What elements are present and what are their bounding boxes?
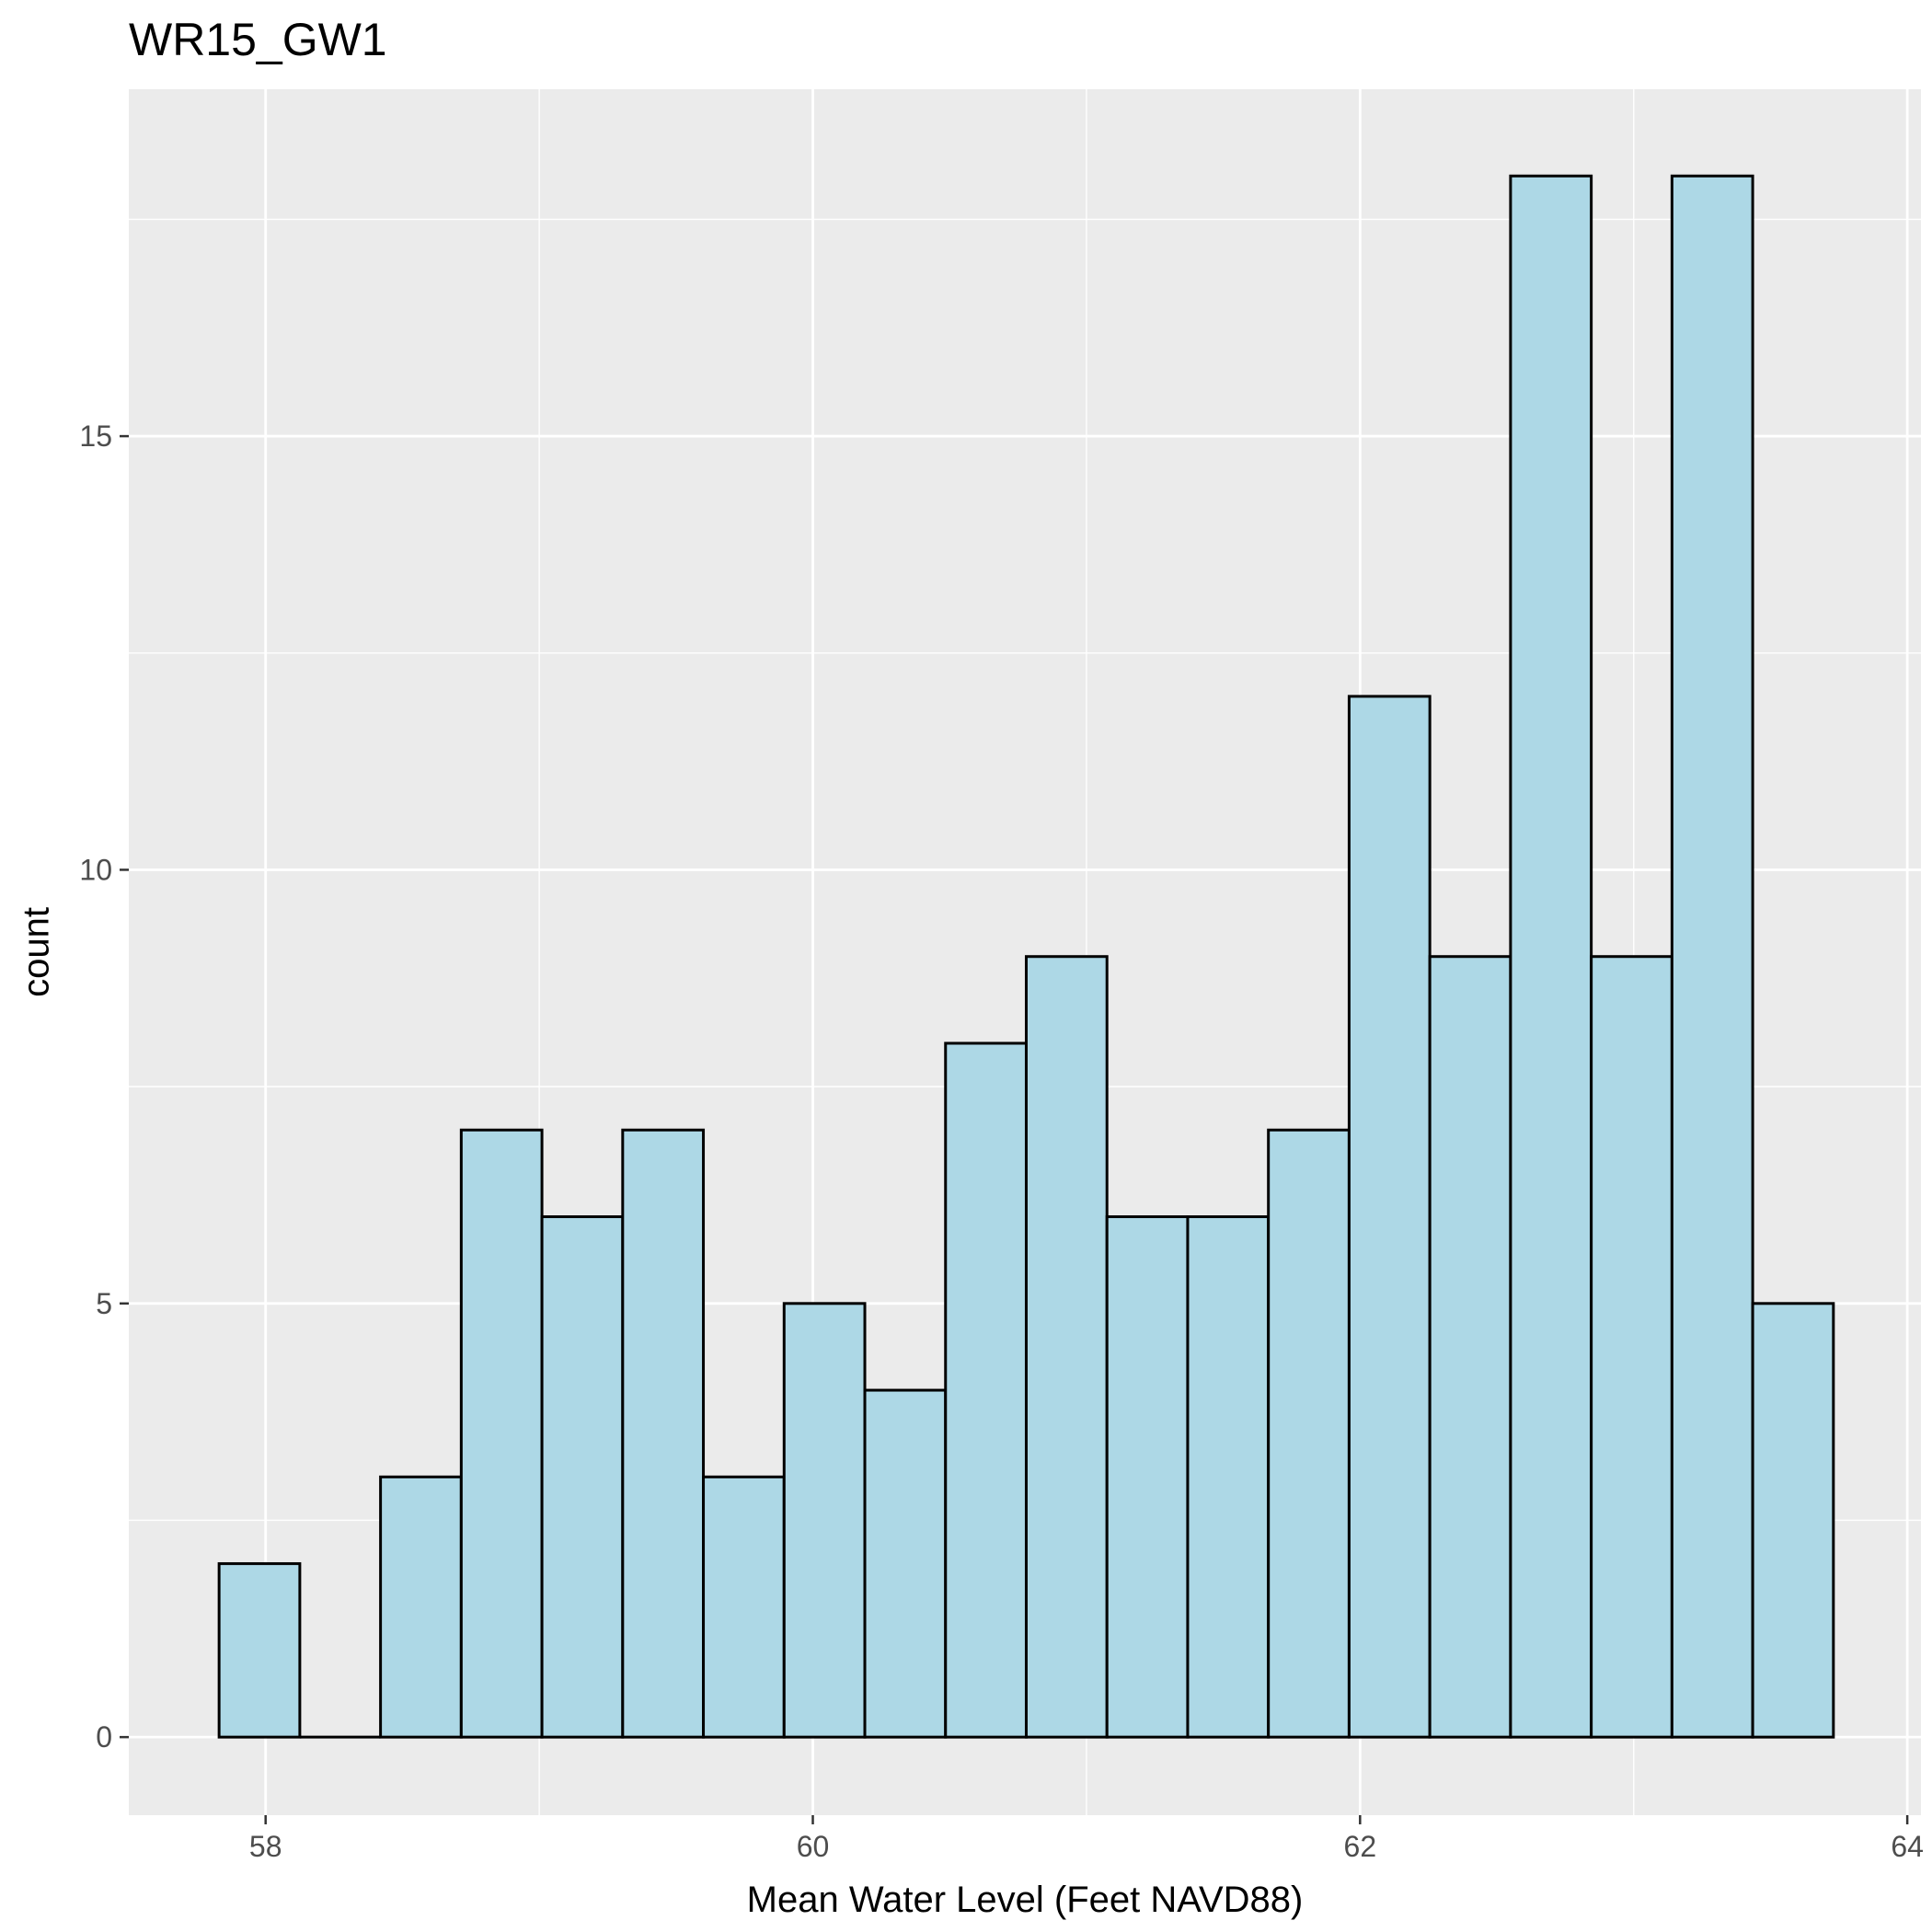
histogram-bars xyxy=(217,174,1835,1739)
histogram-bar xyxy=(1428,955,1512,1739)
x-tick-label: 58 xyxy=(249,1830,282,1863)
y-tick-label: 0 xyxy=(96,1720,112,1754)
histogram-bar xyxy=(217,1562,302,1739)
histogram-bar xyxy=(782,1302,867,1739)
x-tick-label: 64 xyxy=(1891,1830,1924,1863)
histogram-bar xyxy=(1267,1128,1351,1739)
histogram-bar xyxy=(944,1041,1028,1739)
histogram-bar xyxy=(1590,955,1673,1739)
histogram-bar xyxy=(863,1388,948,1739)
histogram-bar xyxy=(1347,695,1432,1739)
y-tick-label: 15 xyxy=(79,420,112,453)
histogram-bar xyxy=(459,1128,544,1739)
histogram-bar xyxy=(540,1215,625,1739)
y-tick-label: 10 xyxy=(79,853,112,886)
histogram-bar xyxy=(1186,1215,1271,1739)
histogram-bar xyxy=(1751,1302,1835,1739)
x-axis: 58 60 62 64 xyxy=(249,1815,1924,1863)
x-tick-label: 62 xyxy=(1344,1830,1377,1863)
y-axis-title: count xyxy=(17,907,57,997)
x-axis-title: Mean Water Level (Feet NAVD88) xyxy=(747,1880,1304,1920)
histogram-bar xyxy=(702,1475,786,1739)
histogram-bar xyxy=(1670,174,1754,1739)
y-tick-label: 5 xyxy=(96,1287,112,1320)
histogram-bar xyxy=(1024,955,1109,1739)
x-tick-label: 60 xyxy=(797,1830,830,1863)
histogram-bar xyxy=(379,1475,463,1739)
histogram-bar xyxy=(621,1128,706,1739)
y-axis: 0 5 10 15 xyxy=(79,420,129,1754)
chart-title: WR15_GW1 xyxy=(129,14,387,65)
histogram-bar xyxy=(1509,174,1593,1739)
histogram-bar xyxy=(1105,1215,1190,1739)
